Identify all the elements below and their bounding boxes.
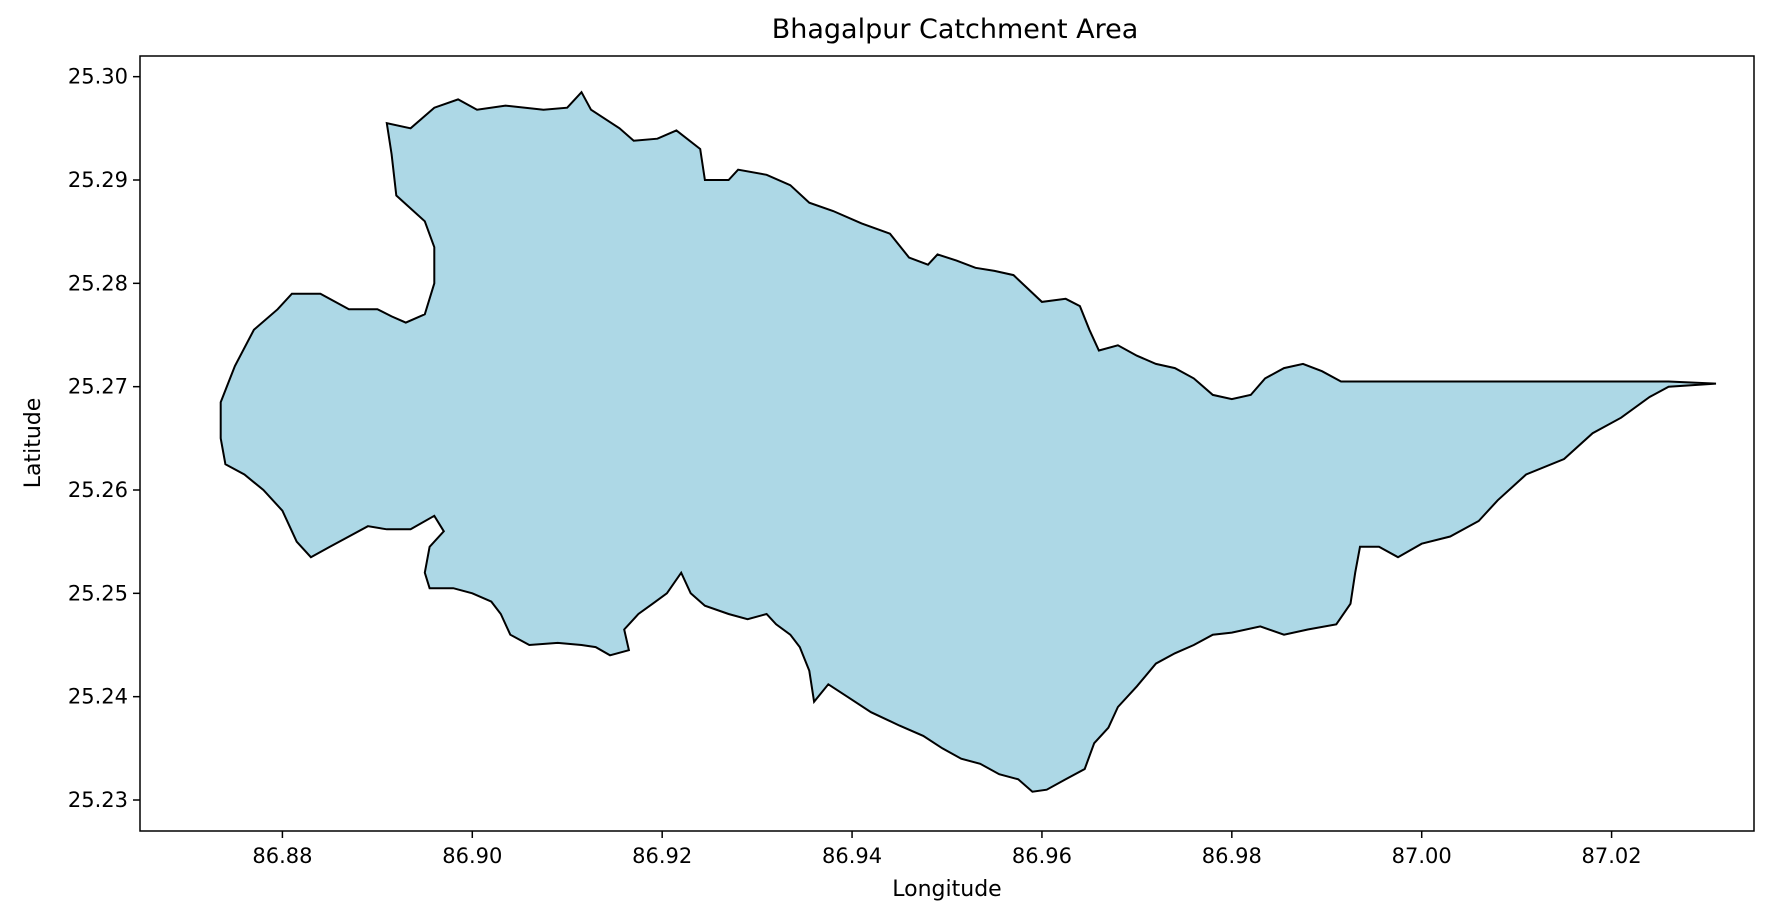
x-axis: 86.88 86.90 86.92 86.94 86.96 86.98 87.00 87.02 <box>252 831 1642 868</box>
x-tick-label: 86.92 <box>632 844 692 868</box>
x-tick-label: 86.98 <box>1202 844 1262 868</box>
y-tick-label: 25.28 <box>68 271 128 295</box>
y-tick-label: 25.24 <box>68 685 128 709</box>
x-tick-label: 86.96 <box>1012 844 1072 868</box>
x-tick-label: 86.88 <box>252 844 312 868</box>
chart-title: Bhagalpur Catchment Area <box>772 14 1139 45</box>
y-axis-label: Latitude <box>21 398 46 489</box>
y-axis: 25.23 25.24 25.25 25.26 25.27 25.28 25.29 25.30 <box>68 65 140 812</box>
x-tick-label: 86.94 <box>822 844 882 868</box>
x-tick-label: 86.90 <box>442 844 502 868</box>
catchment-polygon <box>219 90 1717 793</box>
plot-area <box>139 55 1755 832</box>
x-tick-label: 87.00 <box>1392 844 1452 868</box>
x-axis-label: Longitude <box>892 877 1001 902</box>
axes-frame <box>139 55 1755 832</box>
y-tick-label: 25.23 <box>68 788 128 812</box>
y-tick-label: 25.27 <box>68 375 128 399</box>
y-tick-label: 25.25 <box>68 581 128 605</box>
y-tick-label: 25.30 <box>68 65 128 89</box>
x-tick-label: 87.02 <box>1582 844 1642 868</box>
y-tick-label: 25.29 <box>68 168 128 192</box>
y-tick-label: 25.26 <box>68 478 128 502</box>
